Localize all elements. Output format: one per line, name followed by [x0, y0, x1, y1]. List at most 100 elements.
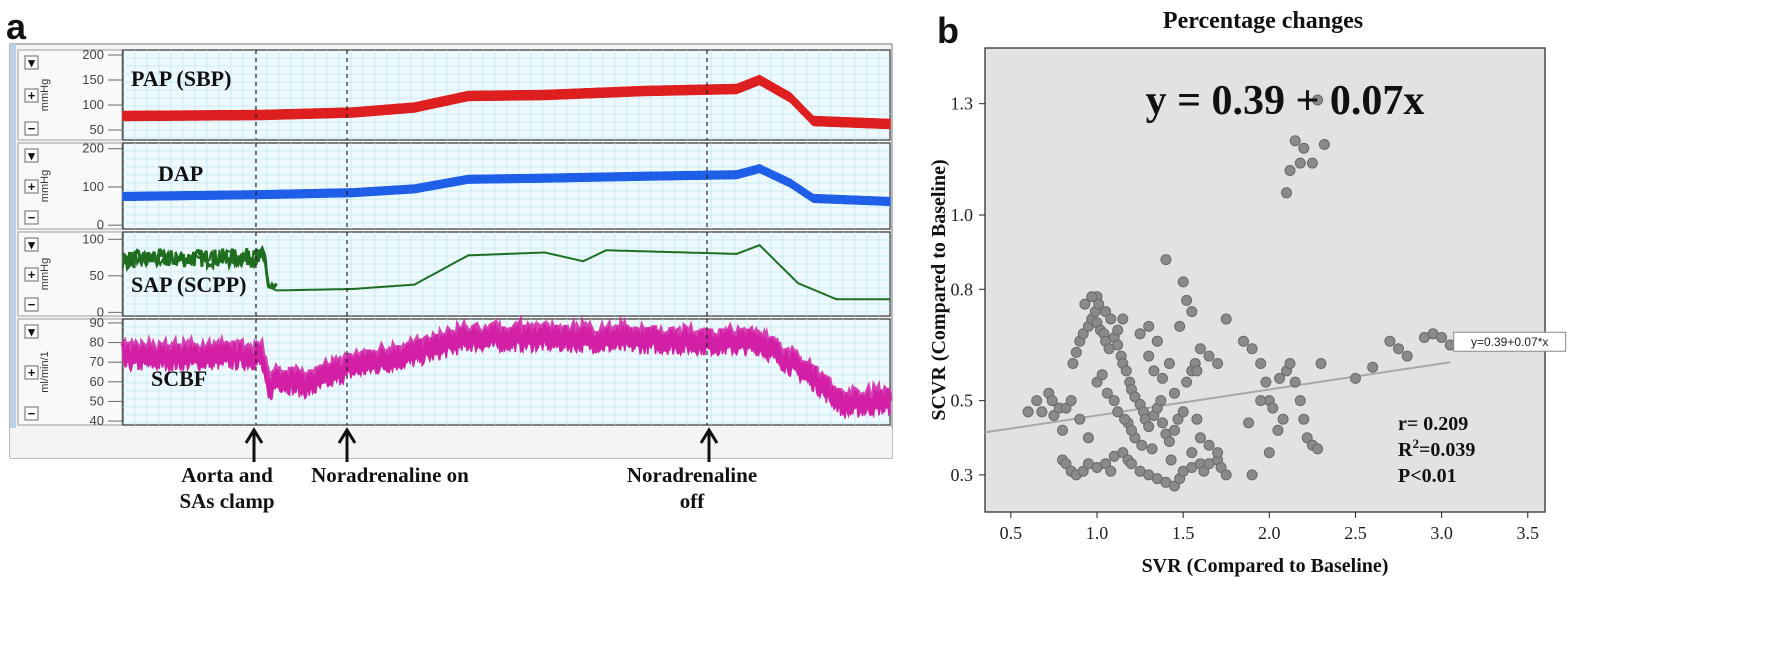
data-point: [1315, 358, 1327, 369]
data-point: [1284, 165, 1296, 176]
data-point: [1384, 335, 1396, 347]
data-point: [1143, 320, 1155, 332]
data-point: [1186, 306, 1198, 318]
data-point: [1177, 276, 1189, 288]
data-point: [1203, 439, 1215, 451]
channel-label: PAP (SBP): [131, 66, 231, 91]
data-point: [1082, 432, 1094, 444]
zoom-out-button[interactable]: −: [24, 210, 39, 225]
data-point: [1155, 395, 1167, 407]
data-point: [1060, 458, 1072, 470]
data-point: [1367, 361, 1379, 373]
data-point: [1194, 343, 1206, 355]
data-point: [1112, 406, 1124, 418]
data-point: [1143, 421, 1155, 433]
zoom-out-button-box[interactable]: [24, 210, 39, 225]
channel-menu-button-box[interactable]: [24, 148, 39, 163]
data-point: [1067, 358, 1079, 369]
zoom-in-button[interactable]: +: [24, 88, 39, 103]
data-point: [1272, 424, 1284, 436]
data-point: [1077, 465, 1089, 477]
channel-unit-label: mmHg: [39, 170, 51, 202]
event-arrow-head: [337, 427, 357, 444]
channel-tick-label: 50: [90, 122, 104, 137]
channel-plot-area: [122, 231, 891, 317]
chart-title: Percentage changes: [1163, 8, 1363, 34]
data-point: [1191, 365, 1203, 377]
data-point: [1148, 365, 1160, 377]
channel-trace: [122, 164, 891, 207]
data-point: [1350, 372, 1361, 384]
data-point: [1393, 343, 1404, 355]
data-point: [1151, 335, 1163, 347]
channel-menu-button[interactable]: ▾: [24, 324, 39, 339]
channel-1: ▾ + −mmHg 200 150 100 50 PAP (SBP): [17, 47, 891, 141]
channel-menu-button-box[interactable]: [24, 55, 39, 70]
data-point: [1096, 369, 1108, 381]
zoom-in-button[interactable]: +: [24, 267, 39, 282]
zoom-in-button-box[interactable]: [24, 179, 39, 194]
y-axis-title: SCVR (Compared to Baseline): [928, 159, 950, 420]
zoom-out-button-box[interactable]: [24, 406, 39, 421]
zoom-in-button[interactable]: +: [24, 179, 39, 194]
channel-tick-label: 40: [90, 413, 104, 428]
channel-tick-label: 70: [90, 354, 104, 369]
data-point: [1048, 410, 1060, 421]
event-annotation-2: Noradrenaline on: [311, 427, 469, 487]
data-point: [1289, 135, 1301, 147]
data-point: [1169, 480, 1180, 492]
data-point: [1255, 358, 1267, 369]
data-point: [1160, 254, 1172, 266]
data-point: [1174, 320, 1186, 332]
channel-trace: [122, 74, 891, 130]
channel-tick-label: 50: [90, 393, 104, 408]
data-point: [1060, 402, 1072, 414]
channel-menu-button[interactable]: ▾: [24, 148, 39, 163]
data-point: [1274, 372, 1286, 384]
recorder-scroll-rail: [10, 44, 16, 458]
data-point: [1129, 391, 1141, 403]
data-point: [1177, 406, 1189, 418]
zoom-in-button[interactable]: +: [24, 365, 39, 380]
data-point: [1436, 332, 1448, 343]
event-label-line2: SAs clamp: [179, 489, 274, 513]
channel-label: SAP (SCPP): [131, 272, 247, 297]
data-point: [1186, 447, 1198, 459]
zoom-out-button[interactable]: −: [24, 297, 39, 312]
zoom-in-button-box[interactable]: [24, 267, 39, 282]
data-point: [1212, 358, 1224, 369]
regression-line: [984, 361, 1451, 434]
channel-menu-button[interactable]: ▾: [24, 237, 39, 252]
zoom-out-button-box[interactable]: [24, 297, 39, 312]
zoom-in-button-box[interactable]: [24, 88, 39, 103]
data-point: [1277, 413, 1289, 425]
zoom-in-button-glyph: +: [28, 267, 36, 282]
data-point: [1070, 346, 1082, 358]
channel-menu-button[interactable]: ▾: [24, 55, 39, 70]
data-point: [1238, 335, 1249, 347]
stat-2: R2=0.039: [1398, 436, 1475, 461]
data-point: [1031, 395, 1043, 407]
data-point: [1194, 432, 1206, 444]
channel-label: SCBF: [151, 366, 207, 391]
data-point: [1112, 339, 1124, 351]
channel-tick-label: 100: [82, 231, 104, 246]
channel-tick-label: 60: [90, 374, 104, 389]
zoom-out-button[interactable]: −: [24, 121, 39, 136]
data-point: [1263, 447, 1275, 459]
channel-menu-button-box[interactable]: [24, 237, 39, 252]
data-point: [1243, 417, 1255, 429]
channel-tick-label: 0: [97, 304, 104, 319]
data-point: [1108, 395, 1120, 407]
data-point: [1281, 187, 1292, 199]
y-tick-label: 1.3: [951, 94, 974, 114]
fit-label-box: [1453, 331, 1567, 352]
zoom-in-button-box[interactable]: [24, 365, 39, 380]
regression-equation: y = 0.39 + 0.07x: [1146, 78, 1425, 124]
channel-menu-button-box[interactable]: [24, 324, 39, 339]
zoom-out-button-box[interactable]: [24, 121, 39, 136]
channel-unit-label: mmHg: [39, 258, 51, 290]
zoom-out-button[interactable]: −: [24, 406, 39, 421]
data-point: [1077, 328, 1089, 340]
